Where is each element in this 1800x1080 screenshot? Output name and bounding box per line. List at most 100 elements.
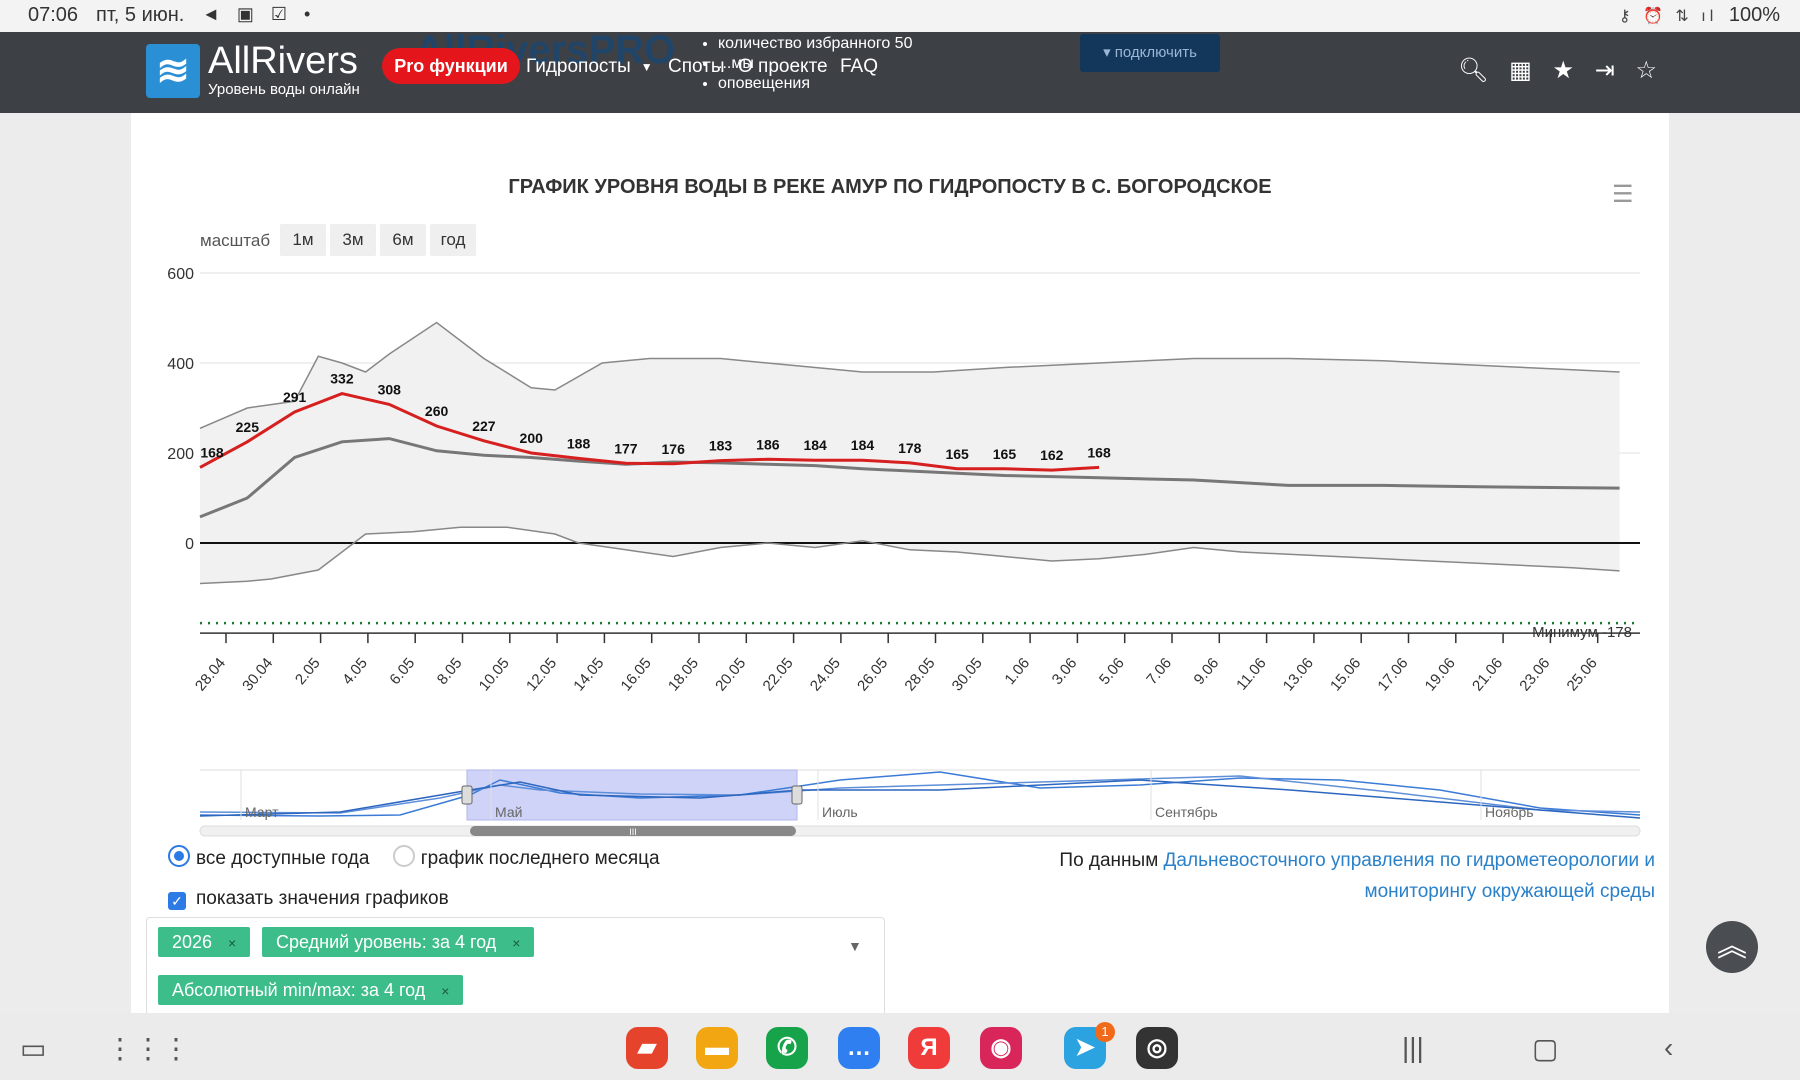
messages-app-icon[interactable]: … [838,1027,880,1069]
notification-badge: 1 [1095,1022,1115,1042]
x-tick-label: 6.05 [386,655,418,688]
y-tick-label: 600 [167,266,194,283]
x-tick-label: 17.06 [1374,655,1411,695]
remove-tag-icon[interactable]: × [512,935,521,951]
remove-tag-icon[interactable]: × [228,935,237,951]
scale-3m-button[interactable]: 3м [330,224,376,256]
star-icon[interactable]: ★ [1552,57,1575,84]
x-tick-label: 9.06 [1191,655,1223,688]
nav-hydroposts[interactable]: Гидропосты ▼ [526,56,653,78]
data-label: 308 [378,381,402,397]
login-icon[interactable]: ⇥ [1594,57,1615,84]
data-label: 200 [520,430,544,446]
tag-label: 2026 [172,932,213,952]
show-values-label: показать значения графиков [196,888,449,909]
scale-label: масштаб [200,231,271,250]
y-tick-label: 0 [185,536,194,553]
show-values-checkbox[interactable]: ✓ показать значения графиков [168,888,449,910]
navigator-series [199,779,1641,819]
data-label: 291 [283,389,307,405]
radio-all-years[interactable]: все доступные года [168,845,369,869]
notification-icons: ◄ ▣ ☑ • [202,4,317,24]
files-app-icon[interactable]: ▬ [696,1027,738,1069]
apps-grid-icon[interactable]: ⋮⋮⋮ [106,1033,190,1064]
map-icon[interactable]: ▦ [1509,57,1532,84]
connect-button[interactable]: ▾ подключить [1080,34,1220,72]
scale-year-button[interactable]: год [430,224,476,256]
x-tick-label: 1.06 [1001,655,1033,688]
battery-level: 100% [1728,4,1780,26]
data-label: 176 [662,441,686,457]
top-navbar [0,32,1800,113]
x-tick-label: 4.05 [339,655,371,688]
system-icons: ⚷ ⏰ ⇅ ıl [1618,8,1718,25]
scale-1m-button[interactable]: 1м [280,224,326,256]
x-tick-label: 20.05 [712,655,749,695]
connect-label: подключить [1114,44,1197,61]
other-app-icon[interactable]: ◎ [1136,1027,1178,1069]
x-tick-label: 22.05 [760,655,797,695]
nav-icon-group: 🔍︎ ▦ ★ ⇥ ☆ [1458,56,1671,85]
yandex-app-icon[interactable]: Я [908,1027,950,1069]
logo-icon[interactable]: ≋ [146,44,200,98]
data-label: 168 [1087,444,1111,460]
radio-on-icon [168,845,190,867]
radio-last-month[interactable]: график последнего месяца [392,845,660,869]
data-label: 184 [851,437,875,453]
navigator-series [199,771,1641,817]
screen-capture-icon[interactable]: ▭ [20,1033,47,1064]
y-tick-label: 400 [167,356,194,373]
min-max-band [200,322,1620,584]
nav-about[interactable]: О проекте [738,56,828,77]
series-2026-line [199,392,1100,472]
navigator-month-label: Ноябрь [1485,804,1534,820]
x-tick-label: 25.06 [1564,655,1601,695]
recents-icon[interactable]: ||| [1402,1032,1424,1063]
nav-hydroposts-label: Гидропосты [526,56,631,77]
star-outline-icon[interactable]: ☆ [1635,57,1657,84]
data-label: 162 [1040,447,1064,463]
back-icon[interactable]: ‹ [1664,1032,1674,1063]
series-abs-min-line [199,526,1620,585]
nav-faq[interactable]: FAQ [840,56,879,77]
x-tick-label: 2.05 [292,655,324,688]
navigator-month-label: Март [245,804,279,820]
x-tick-label: 30.04 [239,655,276,695]
home-icon[interactable]: ▢ [1532,1033,1559,1064]
camera-app-icon[interactable]: ◉ [980,1027,1022,1069]
navigator-month-label: Май [495,804,522,820]
chart-title: ГРАФИК УРОВНЯ ВОДЫ В РЕКЕ АМУР ПО ГИДРОП… [508,176,1272,198]
water-level-chart[interactable]: 600 400 200 0 168 225 291 332 308 260 227 200 188 177… [140,250,1670,850]
brand-subtitle: Уровень воды онлайн [208,81,360,98]
status-time: 07:06 [28,4,79,26]
x-tick-label: 8.05 [434,655,466,688]
x-tick-label: 28.05 [901,655,938,695]
data-label: 177 [614,440,638,456]
scroll-to-top-button[interactable]: ︽ [1706,921,1758,973]
promo-item: ...мы [718,54,912,74]
chart-card [131,113,1669,1013]
nav-spots[interactable]: Споты [668,56,725,77]
scale-6m-button[interactable]: 6м [380,224,426,256]
data-label: 225 [236,419,260,435]
brand-title[interactable]: AllRivers [208,40,358,82]
chart-menu-icon[interactable]: ☰ [1612,181,1634,208]
taskbar [0,1013,1800,1080]
tag-label: Средний уровень: за 4 год [276,932,497,952]
navigator-scrollbar [470,826,796,836]
x-tick-label: 30.05 [949,655,986,695]
phone-app-icon[interactable]: ✆ [766,1027,808,1069]
data-label: 260 [425,403,449,419]
pro-features-button[interactable]: Pro функции [382,48,520,84]
remove-tag-icon[interactable]: × [441,983,450,999]
source-link[interactable]: Дальневосточного управления по гидромете… [1163,850,1655,902]
x-tick-label: 15.06 [1327,655,1364,695]
notes-app-icon[interactable]: ▰ [626,1027,668,1069]
x-tick-label: 5.06 [1096,655,1128,688]
data-label: 165 [993,446,1017,462]
tag-label: Абсолютный min/max: за 4 год [172,980,426,1000]
data-label: 188 [567,435,591,451]
chevron-down-icon: ▼ [640,59,653,74]
chevron-down-icon[interactable]: ▼ [848,938,862,954]
search-icon[interactable]: 🔍︎ [1458,57,1489,84]
